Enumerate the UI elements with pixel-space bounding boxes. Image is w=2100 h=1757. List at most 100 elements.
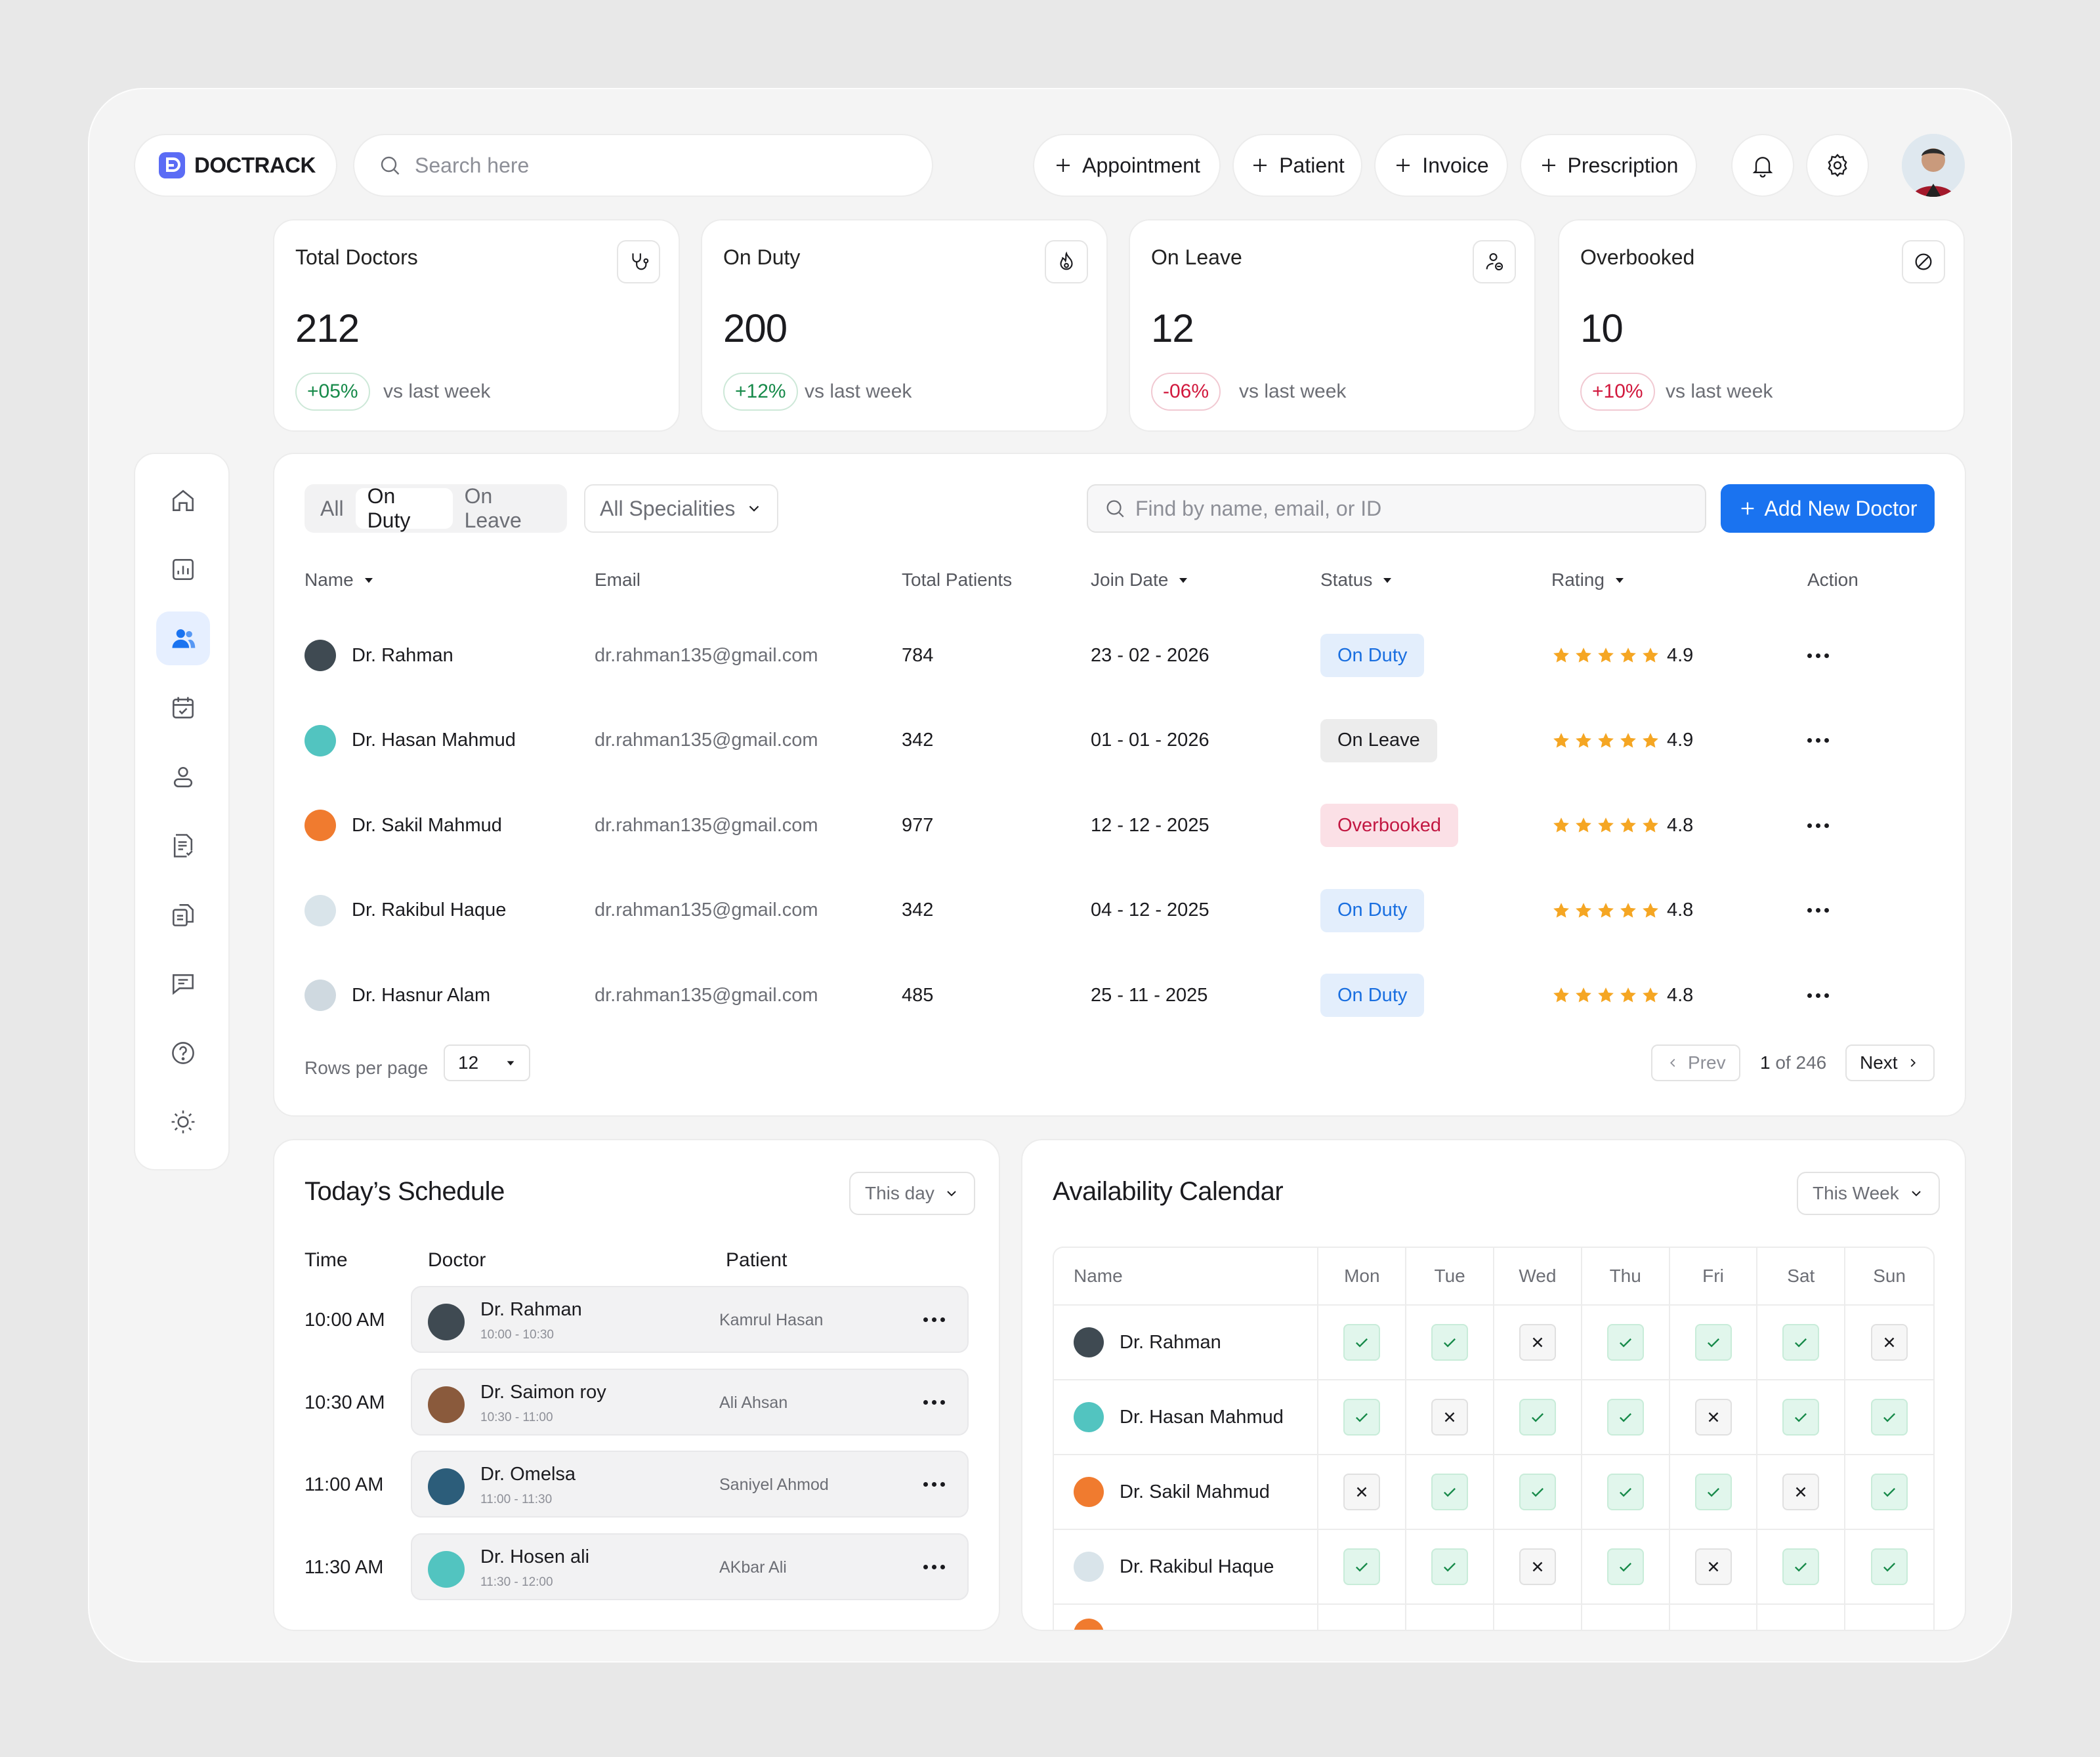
check-icon[interactable]: [1782, 1399, 1820, 1436]
column-header-join-date[interactable]: Join Date: [1091, 569, 1189, 590]
analytics-icon: [169, 555, 198, 584]
availability-range-dropdown[interactable]: This Week: [1797, 1172, 1940, 1215]
sidebar-item-records[interactable]: [156, 819, 210, 873]
check-icon[interactable]: [1519, 1399, 1556, 1436]
rating-value: 4.8: [1667, 899, 1694, 920]
check-icon[interactable]: [1782, 1548, 1820, 1585]
check-icon[interactable]: [1431, 1474, 1469, 1510]
sidebar-item-doctors[interactable]: [156, 611, 210, 665]
doctor-total-patients: 342: [902, 899, 934, 920]
doctor-search-input[interactable]: Find by name, email, or ID: [1087, 484, 1706, 533]
rows-per-page-select[interactable]: 12: [444, 1044, 530, 1081]
stat-card-total-doctors[interactable]: Total Doctors 212 +05% vs last week: [273, 219, 680, 432]
settings-button[interactable]: [1806, 134, 1869, 197]
sidebar-item-patients[interactable]: [156, 750, 210, 804]
check-icon[interactable]: [1606, 1324, 1644, 1361]
next-page-button[interactable]: Next: [1845, 1044, 1935, 1081]
check-icon[interactable]: [1343, 1324, 1381, 1361]
sidebar-item-analytics[interactable]: [156, 543, 210, 596]
stat-card-overbooked[interactable]: Overbooked 10 +10% vs last week: [1558, 219, 1965, 432]
speciality-value: All Specialities: [600, 496, 736, 520]
table-row[interactable]: Dr. Sakil Mahmud dr.rahman135@gmail.com …: [304, 783, 1939, 868]
column-header-rating[interactable]: Rating: [1551, 569, 1626, 590]
tab-all[interactable]: All: [320, 496, 344, 520]
schedule-item[interactable]: Dr. Hosen ali 11:30 - 12:00 AKbar Ali: [411, 1533, 969, 1600]
row-actions-button[interactable]: [1807, 613, 1829, 698]
row-actions-button[interactable]: [1807, 953, 1829, 1038]
brand-logo[interactable]: DOCTRACK: [134, 134, 337, 197]
column-header-name[interactable]: Name: [304, 569, 375, 590]
stat-card-on-leave[interactable]: On Leave 12 -06% vs last week: [1129, 219, 1536, 432]
x-icon[interactable]: [1431, 1399, 1469, 1436]
schedule-range-dropdown[interactable]: This day: [849, 1172, 975, 1215]
check-icon[interactable]: [1606, 1399, 1644, 1436]
add-prescription-button[interactable]: Prescription: [1520, 134, 1697, 197]
add-new-doctor-button[interactable]: Add New Doctor: [1721, 484, 1935, 533]
row-actions-button[interactable]: [1807, 868, 1829, 953]
table-row[interactable]: Dr. Rahman dr.rahman135@gmail.com 784 23…: [304, 613, 1939, 698]
x-icon[interactable]: [1694, 1399, 1732, 1436]
sidebar-item-help[interactable]: [156, 1026, 210, 1080]
check-icon[interactable]: [1694, 1474, 1732, 1510]
sidebar-item-documents[interactable]: [156, 888, 210, 941]
column-header-label: Email: [595, 569, 641, 590]
stat-value: 12: [1151, 306, 1194, 350]
star-icon: [1596, 816, 1616, 835]
tab-on-leave[interactable]: On Leave: [464, 484, 522, 532]
add-patient-button[interactable]: Patient: [1232, 134, 1362, 197]
check-icon[interactable]: [1694, 1324, 1732, 1361]
check-icon[interactable]: [1606, 1548, 1644, 1585]
check-icon[interactable]: [1431, 1548, 1469, 1585]
more-icon[interactable]: [923, 1564, 945, 1569]
stat-card-on-duty[interactable]: On Duty 200 +12% vs last week: [701, 219, 1108, 432]
stat-label: On Leave: [1151, 245, 1242, 269]
more-icon[interactable]: [923, 1482, 945, 1487]
x-icon[interactable]: [1782, 1474, 1820, 1510]
sidebar-item-calendar[interactable]: [156, 681, 210, 735]
check-icon[interactable]: [1343, 1548, 1381, 1585]
sidebar-item-theme[interactable]: [156, 1095, 210, 1149]
availability-cell: [1670, 1306, 1758, 1379]
check-icon[interactable]: [1871, 1548, 1908, 1585]
more-icon[interactable]: [923, 1317, 945, 1322]
schedule-patient: Ali Ahsan: [719, 1393, 788, 1412]
check-icon[interactable]: [1606, 1474, 1644, 1510]
check-icon[interactable]: [1519, 1474, 1556, 1510]
row-actions-button[interactable]: [1807, 783, 1829, 868]
schedule-slot: 10:30 - 11:00: [480, 1410, 553, 1424]
schedule-item[interactable]: Dr. Saimon roy 10:30 - 11:00 Ali Ahsan: [411, 1368, 969, 1436]
check-icon[interactable]: [1871, 1399, 1908, 1436]
global-search[interactable]: Search here: [353, 134, 933, 197]
x-icon[interactable]: [1519, 1548, 1556, 1585]
table-row[interactable]: Dr. Hasan Mahmud dr.rahman135@gmail.com …: [304, 698, 1939, 783]
doctor-name-cell: Dr. Sakil Mahmud: [304, 783, 502, 868]
schedule-item[interactable]: Dr. Omelsa 11:00 - 11:30 Saniyel Ahmod: [411, 1451, 969, 1518]
add-appointment-button[interactable]: Appointment: [1033, 134, 1221, 197]
row-actions-button[interactable]: [1807, 698, 1829, 783]
x-icon[interactable]: [1694, 1548, 1732, 1585]
x-icon[interactable]: [1519, 1324, 1556, 1361]
availability-cell: [1757, 1306, 1846, 1379]
notifications-button[interactable]: [1731, 134, 1794, 197]
tab-on-duty[interactable]: On Duty: [355, 484, 453, 532]
rating-stars: [1551, 985, 1660, 1005]
x-icon[interactable]: [1871, 1324, 1908, 1361]
sidebar-item-home[interactable]: [156, 474, 210, 527]
add-invoice-button[interactable]: Invoice: [1374, 134, 1508, 197]
x-icon[interactable]: [1343, 1474, 1381, 1510]
table-row[interactable]: Dr. Rakibul Haque dr.rahman135@gmail.com…: [304, 868, 1939, 953]
plus-icon: [1250, 155, 1270, 175]
speciality-dropdown[interactable]: All Specialities: [584, 484, 779, 533]
check-icon[interactable]: [1782, 1324, 1820, 1361]
column-header-status[interactable]: Status: [1320, 569, 1393, 590]
more-icon[interactable]: [923, 1399, 945, 1405]
check-icon[interactable]: [1871, 1474, 1908, 1510]
check-icon[interactable]: [1343, 1399, 1381, 1436]
prev-page-button[interactable]: Prev: [1651, 1044, 1740, 1081]
table-row[interactable]: Dr. Hasnur Alam dr.rahman135@gmail.com 4…: [304, 953, 1939, 1038]
sidebar-item-messages[interactable]: [156, 957, 210, 1010]
check-icon[interactable]: [1431, 1324, 1469, 1361]
schedule-item[interactable]: Dr. Rahman 10:00 - 10:30 Kamrul Hasan: [411, 1286, 969, 1353]
availability-header-row: Name Mon Tue Wed Thu Fri Sat Sun: [1054, 1248, 1933, 1306]
user-avatar[interactable]: [1902, 134, 1965, 197]
